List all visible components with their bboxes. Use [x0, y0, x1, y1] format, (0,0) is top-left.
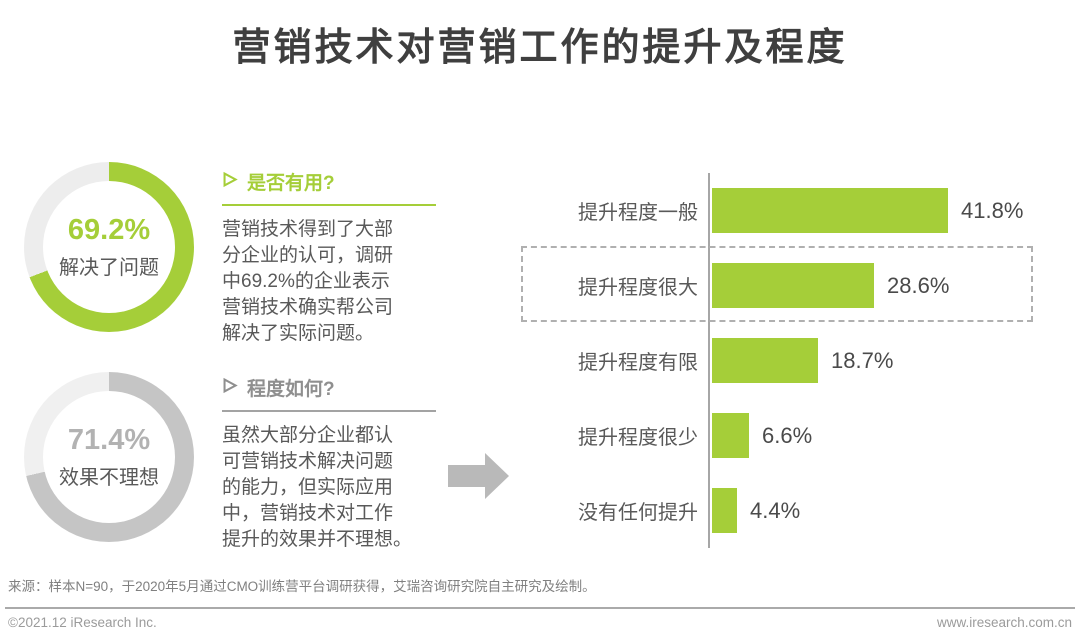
website-text: www.iresearch.com.cn: [936, 615, 1072, 630]
section-header: 程度如何?: [222, 374, 436, 412]
donut-chart-effect-not-ideal: 71.4% 效果不理想: [24, 372, 194, 542]
bar: [712, 263, 874, 308]
page-title: 营销技术对营销工作的提升及程度: [232, 27, 848, 69]
bar-category-label: 提升程度很大: [578, 277, 698, 299]
highlight-dashed-box: [521, 246, 1033, 322]
donut-label: 解决了问题: [59, 256, 159, 279]
section-to-what-degree: 程度如何? 虽然大部分企业都认 可营销技术解决问题 的能力，但实际应用 中，营销…: [222, 374, 436, 553]
section-body-text: 营销技术得到了大部 分企业的认可，调研 中69.2%的企业表示 营销技术确实帮公…: [222, 219, 394, 344]
bar-category-label: 提升程度有限: [578, 352, 698, 374]
donut-hole: 71.4% 效果不理想: [43, 391, 175, 523]
section-title: 是否有用?: [247, 173, 335, 194]
donut-hole: 69.2% 解决了问题: [43, 181, 175, 313]
bar-value-label: 4.4%: [750, 497, 801, 523]
bar-value-label: 41.8%: [961, 197, 1024, 223]
bar-chart: 提升程度一般 41.8% 提升程度很大 28.6% 提升程度有限 18.7% 提…: [521, 173, 1069, 548]
bar-row: 提升程度有限 18.7%: [521, 323, 1069, 398]
bar-row: 没有任何提升 4.4%: [521, 473, 1069, 548]
bar-row: 提升程度一般 41.8%: [521, 173, 1069, 248]
footer-divider: [5, 607, 1075, 609]
donut-value: 69.2%: [67, 214, 151, 247]
copyright-text: ©2021.12 iResearch Inc.: [8, 615, 157, 630]
bar-row: 提升程度很少 6.6%: [521, 398, 1069, 473]
section-title: 程度如何?: [247, 379, 335, 400]
bar-row: 提升程度很大 28.6%: [521, 248, 1069, 323]
bar-category-label: 没有任何提升: [578, 502, 698, 524]
bar-category-label: 提升程度一般: [578, 202, 698, 224]
section-header: 是否有用?: [222, 168, 436, 206]
bar-value-label: 18.7%: [831, 347, 894, 373]
section-is-it-useful: 是否有用? 营销技术得到了大部 分企业的认可，调研 中69.2%的企业表示 营销…: [222, 168, 436, 347]
bar-value-label: 6.6%: [762, 422, 813, 448]
arrowhead-right-icon: [222, 377, 239, 399]
bar: [712, 338, 818, 383]
source-note: 来源：样本N=90，于2020年5月通过CMO训练营平台调研获得，艾瑞咨询研究院…: [8, 579, 596, 594]
section-body-text: 虽然大部分企业都认 可营销技术解决问题 的能力，但实际应用 中，营销技术对工作 …: [222, 425, 413, 550]
right-arrow-icon: [448, 452, 510, 505]
bar-value-label: 28.6%: [887, 272, 950, 298]
bar: [712, 488, 737, 533]
donut-label: 效果不理想: [59, 466, 159, 489]
chart-axis-line: [708, 173, 710, 548]
donut-value: 71.4%: [67, 424, 151, 457]
bar: [712, 188, 948, 233]
bar-category-label: 提升程度很少: [578, 427, 698, 449]
bar: [712, 413, 749, 458]
arrowhead-right-icon: [222, 171, 239, 193]
donut-chart-problem-solved: 69.2% 解决了问题: [24, 162, 194, 332]
